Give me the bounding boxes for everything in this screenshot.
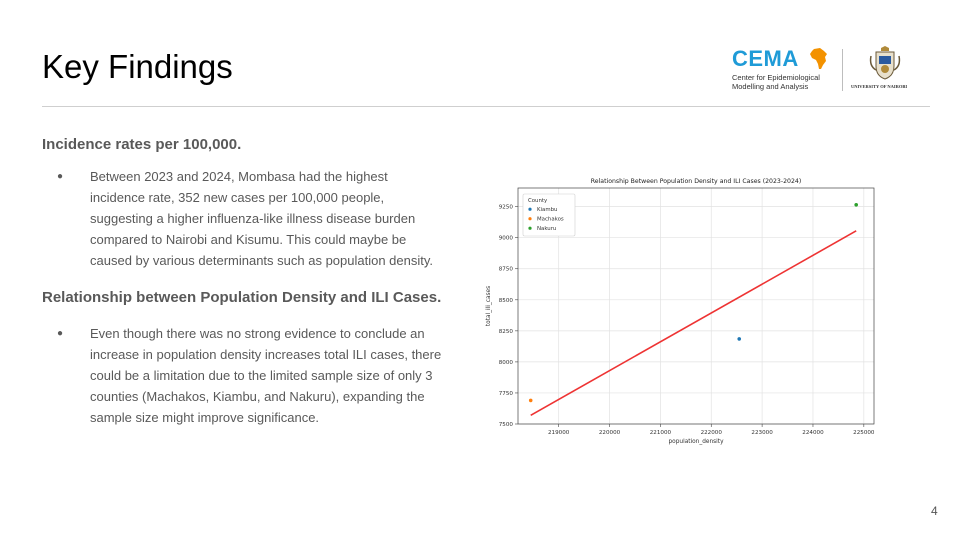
y-tick-label: 8000 — [499, 360, 514, 366]
header-logos: CEMA Center for Epidemiological Modellin… — [730, 46, 920, 96]
chart-svg: Relationship Between Population Density … — [486, 178, 875, 445]
x-tick-label: 221000 — [650, 430, 672, 436]
data-point-kiambu — [737, 337, 742, 341]
y-tick-label: 8250 — [499, 329, 514, 335]
cema-subtitle-line-1: Center for Epidemiological — [732, 73, 820, 82]
legend-box — [522, 193, 576, 237]
data-point-machakos — [528, 398, 533, 403]
x-tick-label: 224000 — [802, 430, 824, 436]
x-tick-label: 219000 — [548, 430, 570, 436]
x-axis-label: population_density — [669, 439, 725, 445]
x-tick-label: 223000 — [751, 430, 773, 436]
cema-logo-text: CEMA — [732, 46, 799, 71]
section-heading-incidence: Incidence rates per 100,000. — [42, 136, 242, 153]
bullet-dot-icon: ● — [57, 328, 64, 339]
data-point-nakuru — [854, 202, 858, 207]
legend-marker-nakuru — [528, 226, 532, 230]
y-tick-label: 9000 — [499, 236, 514, 242]
page-number: 4 — [931, 504, 938, 518]
bullet-incidence: ● Between 2023 and 2024, Mombasa had the… — [42, 166, 446, 271]
legend-label-machakos: Machakos — [537, 217, 564, 223]
legend-title: County — [528, 198, 548, 204]
bullet-dot-icon: ● — [57, 171, 64, 182]
chart-title: Relationship Between Population Density … — [591, 178, 802, 185]
bullet-incidence-text: Between 2023 and 2024, Mombasa had the h… — [90, 169, 434, 268]
x-tick-label: 225000 — [853, 430, 875, 436]
africa-icon — [810, 48, 827, 69]
scatter-chart: Relationship Between Population Density … — [478, 172, 880, 454]
y-tick-label: 9250 — [499, 205, 514, 211]
x-tick-label: 222000 — [701, 430, 723, 436]
y-tick-label: 7500 — [499, 422, 514, 428]
regression-line — [530, 230, 857, 417]
legend-label-nakuru: Nakuru — [537, 226, 556, 232]
legend-label-kiambu: Kiambu — [537, 207, 557, 213]
cema-subtitle-line-2: Modelling and Analysis — [732, 82, 809, 91]
university-name: UNIVERSITY OF NAIROBI — [851, 84, 908, 89]
cema-subtitle: Center for Epidemiological Modelling and… — [732, 73, 820, 91]
legend-marker-machakos — [528, 217, 532, 221]
y-axis-label: total_ili_cases — [486, 286, 492, 326]
slide-title: Key Findings — [42, 48, 233, 85]
plot-frame — [517, 187, 875, 425]
bullet-density: ● Even though there was no strong eviden… — [42, 323, 446, 428]
y-tick-label: 8750 — [499, 267, 514, 273]
y-tick-label: 7750 — [499, 391, 514, 397]
title-divider — [42, 106, 930, 107]
y-tick-label: 8500 — [499, 298, 514, 304]
findings-content: Incidence rates per 100,000. ● Between 2… — [42, 132, 452, 428]
legend-marker-kiambu — [528, 207, 532, 211]
bullet-density-text: Even though there was no strong evidence… — [90, 326, 442, 425]
university-crest-icon — [869, 46, 901, 80]
logo-divider — [842, 49, 843, 91]
section-heading-density: Relationship between Population Density … — [42, 289, 442, 306]
x-tick-label: 220000 — [599, 430, 621, 436]
